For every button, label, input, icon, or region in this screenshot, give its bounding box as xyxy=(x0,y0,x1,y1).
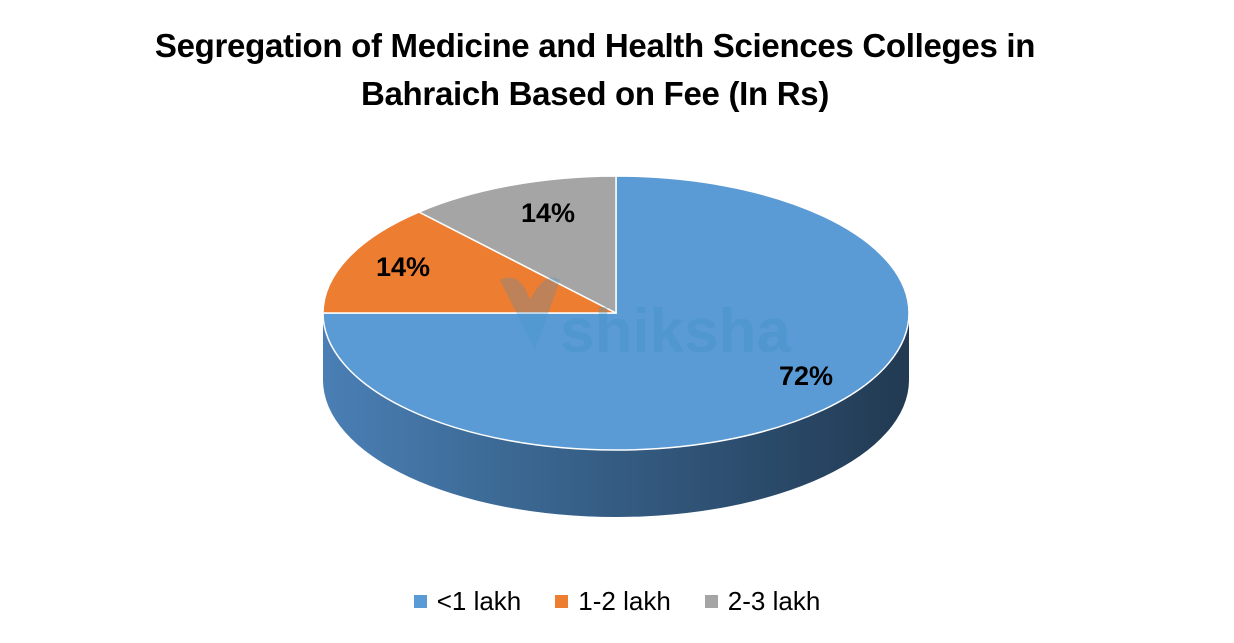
watermark-logo-icon xyxy=(500,277,560,350)
legend-swatch-icon xyxy=(704,595,718,608)
legend-swatch-icon xyxy=(413,595,427,608)
data-label-2to3lakh: 14% xyxy=(521,198,575,228)
data-label-lt1lakh: 72% xyxy=(779,361,833,391)
legend-label: 1-2 lakh xyxy=(578,586,671,616)
chart-title-line-1: Segregation of Medicine and Health Scien… xyxy=(154,27,1036,64)
watermark-text: shiksha xyxy=(560,297,791,366)
legend-label: <1 lakh xyxy=(436,586,522,616)
pie-slice-2to3lakh[interactable] xyxy=(417,175,617,315)
pie-slice-1to2lakh[interactable] xyxy=(322,211,617,314)
pie-slice-lt1lakh[interactable] xyxy=(322,175,910,451)
legend-item-lt1lakh[interactable]: <1 lakh xyxy=(413,586,522,617)
chart-legend: <1 lakh 1-2 lakh 2-3 lakh xyxy=(0,586,1234,617)
shiksha-watermark: shiksha xyxy=(500,277,791,366)
legend-swatch-icon xyxy=(555,595,569,608)
data-label-1to2lakh: 14% xyxy=(376,252,430,282)
pie-side-lt1lakh xyxy=(323,313,909,517)
legend-label: 2-3 lakh xyxy=(727,586,821,616)
chart-title: Segregation of Medicine and Health Scien… xyxy=(0,22,1190,118)
chart-title-line-2: Bahraich Based on Fee (In Rs) xyxy=(360,75,830,112)
legend-item-1to2lakh[interactable]: 1-2 lakh xyxy=(555,586,671,617)
legend-item-2to3lakh[interactable]: 2-3 lakh xyxy=(704,586,821,617)
